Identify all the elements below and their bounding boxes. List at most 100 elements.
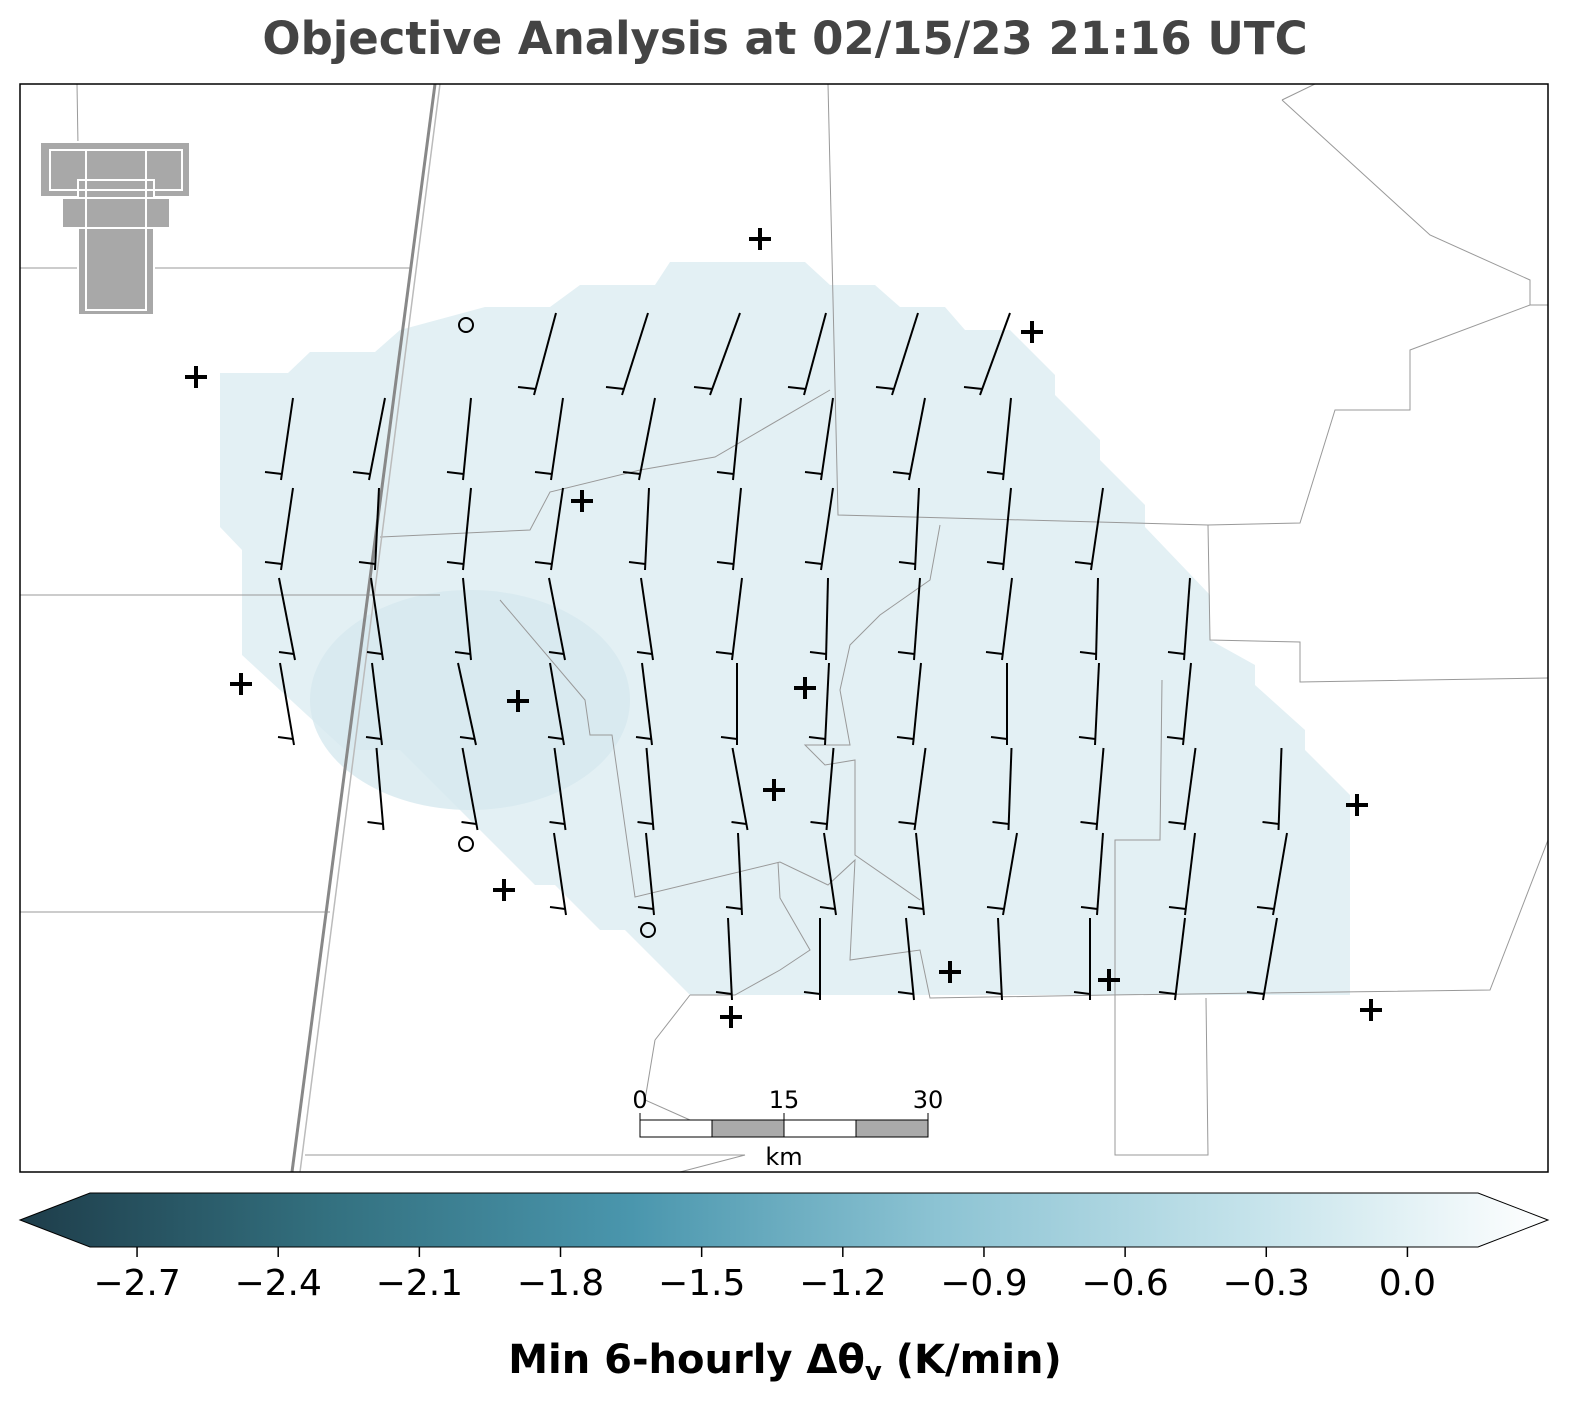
barb-flag: [986, 471, 1004, 475]
barb-staff: [1001, 577, 1013, 661]
barb-flag: [1080, 906, 1098, 910]
barb-staff: [278, 577, 296, 661]
colorbar-tick-label: −2.7: [93, 1263, 180, 1304]
barb-staff: [820, 397, 834, 481]
scale-unit: km: [765, 1143, 802, 1171]
barb-staff: [640, 577, 654, 661]
state-border: [299, 84, 441, 1172]
colorbar-tick-label: 0.0: [1379, 1263, 1436, 1304]
barb-flag: [808, 736, 826, 740]
barb-flag: [358, 561, 376, 565]
barb-flag: [1158, 991, 1176, 995]
station-plus: [1360, 999, 1382, 1021]
barb-flag: [264, 561, 283, 565]
station-plus: [794, 677, 816, 699]
barb-staff: [915, 832, 925, 916]
barb-flag: [636, 651, 653, 655]
barb-flag: [454, 651, 471, 655]
station-plus: [185, 366, 207, 388]
barb-flag: [277, 736, 294, 740]
barb-staff: [553, 832, 567, 916]
barb-staff: [824, 662, 830, 746]
barb-staff: [1095, 747, 1105, 831]
station-plus: [749, 228, 771, 250]
barb-staff: [1002, 832, 1018, 916]
barb-staff: [550, 487, 564, 571]
title: Objective Analysis at 02/15/23 21:16 UTC: [262, 12, 1307, 65]
barb-staff: [737, 832, 743, 916]
barb-staff: [1183, 747, 1197, 831]
barb-staff: [280, 397, 294, 481]
barb-staff: [1002, 487, 1012, 571]
barb-staff: [1090, 487, 1104, 571]
barb-staff: [731, 747, 749, 831]
barb-flag: [459, 736, 475, 740]
scale-label: 30: [913, 1086, 944, 1114]
barb-flag: [1168, 906, 1186, 910]
barb-flag: [548, 651, 564, 655]
wind-barbs: [264, 312, 1288, 1001]
colorbar-tick-label: −0.6: [1081, 1263, 1168, 1304]
barb-staff: [803, 312, 827, 396]
barb-staff: [1094, 662, 1100, 746]
colorbar-label-unit: (K/min): [882, 1337, 1062, 1383]
barb-staff: [891, 312, 919, 396]
barb-staff: [1262, 917, 1278, 1001]
barb-flag: [720, 736, 738, 740]
barb-staff: [645, 832, 655, 916]
barb-staff: [280, 487, 294, 571]
colorbar-tick-label: −2.1: [376, 1263, 463, 1304]
barb-flag: [716, 561, 734, 565]
scale-segment: [711, 1119, 785, 1138]
barb-flag: [804, 561, 823, 565]
barb-flag: [990, 736, 1008, 740]
barb-staff: [825, 577, 829, 661]
barb-flag: [803, 991, 821, 995]
station-plus: [1021, 321, 1043, 343]
barb-flag: [809, 651, 827, 655]
barb-staff: [374, 487, 380, 571]
barb-flag: [549, 906, 566, 910]
barb-staff: [1095, 577, 1099, 661]
barb-flag: [517, 386, 536, 390]
barb-staff: [912, 662, 922, 746]
barb-flag: [693, 386, 713, 390]
barb-staff: [550, 397, 564, 481]
barb-flag: [1080, 821, 1098, 825]
station-plus: [230, 673, 252, 695]
station-plus: [1346, 794, 1368, 816]
station-plus: [939, 961, 961, 983]
barb-staff: [641, 662, 653, 746]
barb-flag: [896, 736, 914, 740]
barb-staff: [279, 662, 295, 746]
station-plus: [493, 879, 515, 901]
barb-staff: [375, 747, 385, 831]
barb-flag: [1074, 561, 1093, 565]
barb-staff: [461, 747, 479, 831]
barb-staff: [913, 747, 927, 831]
barb-staff: [914, 487, 920, 571]
barb-flag: [897, 651, 915, 655]
barb-flag: [875, 386, 895, 390]
barb-flag: [819, 906, 836, 910]
barb-flag: [365, 736, 382, 740]
barb-flag: [986, 906, 1005, 910]
colorbar-label-sub: v: [865, 1357, 882, 1387]
station-plus: [1098, 969, 1120, 991]
station-circle: [458, 836, 474, 852]
barb-staff: [368, 397, 386, 481]
barb-flag: [715, 991, 732, 995]
barb-flag: [1246, 991, 1265, 995]
barb-staff: [825, 747, 835, 831]
barb-flag: [547, 736, 564, 740]
barb-flag: [725, 906, 742, 910]
barb-flag: [635, 736, 652, 740]
barb-flag: [446, 471, 464, 475]
barb-staff: [548, 577, 566, 661]
barb-flag: [1262, 821, 1279, 825]
barb-flag: [804, 471, 823, 475]
colorbar-tick-label: −0.3: [1223, 1263, 1310, 1304]
barb-flag: [898, 561, 916, 565]
barb-staff: [462, 487, 472, 571]
map-frame: [19, 83, 1549, 1173]
